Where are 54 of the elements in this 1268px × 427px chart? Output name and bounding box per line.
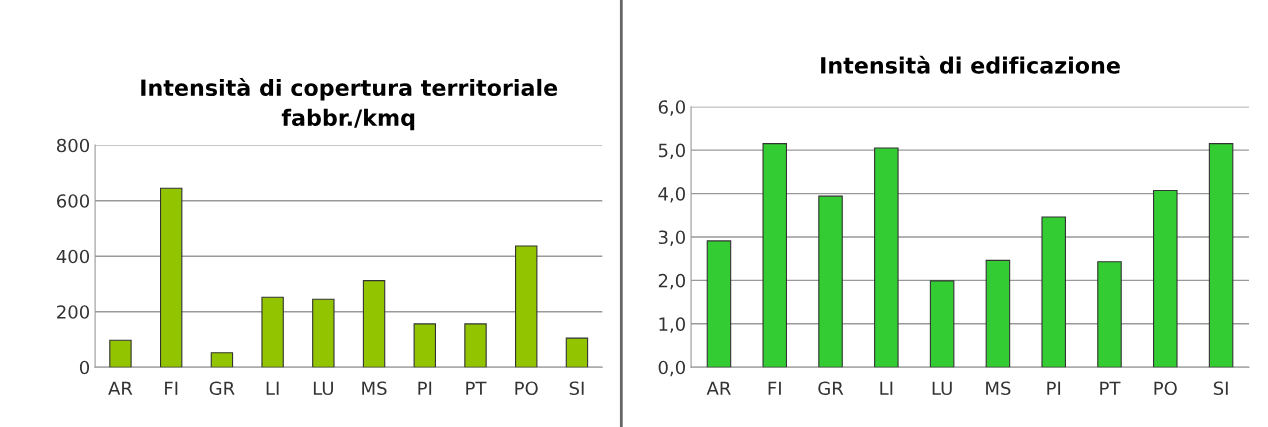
y-tick-label: 0,0 [658, 360, 685, 377]
x-tick-label: GR [818, 381, 844, 396]
x-tick-label: AR [706, 381, 731, 395]
bar [818, 195, 843, 368]
y-tick-label: 600 [57, 194, 90, 208]
chart-title: Intensità di copertura territoriale fabbr./kmq [141, 78, 558, 131]
bar [1097, 261, 1122, 368]
y-tick-label: 3,0 [658, 230, 685, 246]
bar [706, 240, 732, 368]
x-tick-label: FI [768, 381, 781, 395]
x-tick-label: AR [108, 381, 133, 395]
x-tick-label: PI [1047, 381, 1061, 395]
x-tick-label: LI [266, 381, 279, 395]
x-tick-label: PO [1154, 381, 1177, 396]
bar [929, 280, 955, 368]
bar [312, 298, 335, 368]
y-tick-label: 2,0 [658, 273, 685, 290]
x-tick-label: LI [880, 381, 893, 395]
x-tick-label: FI [165, 381, 178, 395]
bar [762, 143, 788, 368]
x-tick-label: PO [515, 381, 538, 396]
bar [515, 245, 538, 368]
bar [1208, 143, 1234, 368]
bar [413, 323, 436, 368]
y-tick-label: 800 [57, 138, 90, 153]
y-tick-label: 400 [56, 249, 90, 264]
x-tick-label: LU [313, 381, 333, 396]
bar [109, 339, 132, 368]
x-tick-label: LU [932, 381, 952, 396]
x-tick-label: GR [209, 381, 235, 396]
x-tick-label: PT [1100, 381, 1121, 395]
bar [1041, 216, 1066, 368]
chart-title: Intensità di edificazione [821, 55, 1120, 74]
bar [159, 187, 183, 368]
x-tick-label: PI [418, 381, 432, 395]
x-tick-label: MS [986, 381, 1011, 396]
bar [1153, 189, 1178, 368]
bar [464, 323, 487, 368]
y-tick-label: 1,0 [659, 317, 685, 333]
bar [874, 147, 899, 368]
x-tick-label: SI [569, 381, 584, 396]
x-tick-label: MS [362, 381, 387, 396]
y-tick-label: 5,0 [658, 143, 685, 160]
y-tick-label: 4,0 [658, 187, 685, 203]
bar [210, 352, 234, 368]
y-tick-label: 200 [57, 305, 90, 319]
y-tick-label: 6,0 [658, 100, 685, 116]
y-tick-label: 0 [79, 360, 90, 375]
bar [261, 296, 284, 368]
bar [565, 337, 589, 368]
x-tick-label: PT [466, 381, 487, 395]
x-tick-label: SI [1213, 381, 1228, 396]
bar [985, 259, 1011, 368]
bar [362, 280, 386, 368]
